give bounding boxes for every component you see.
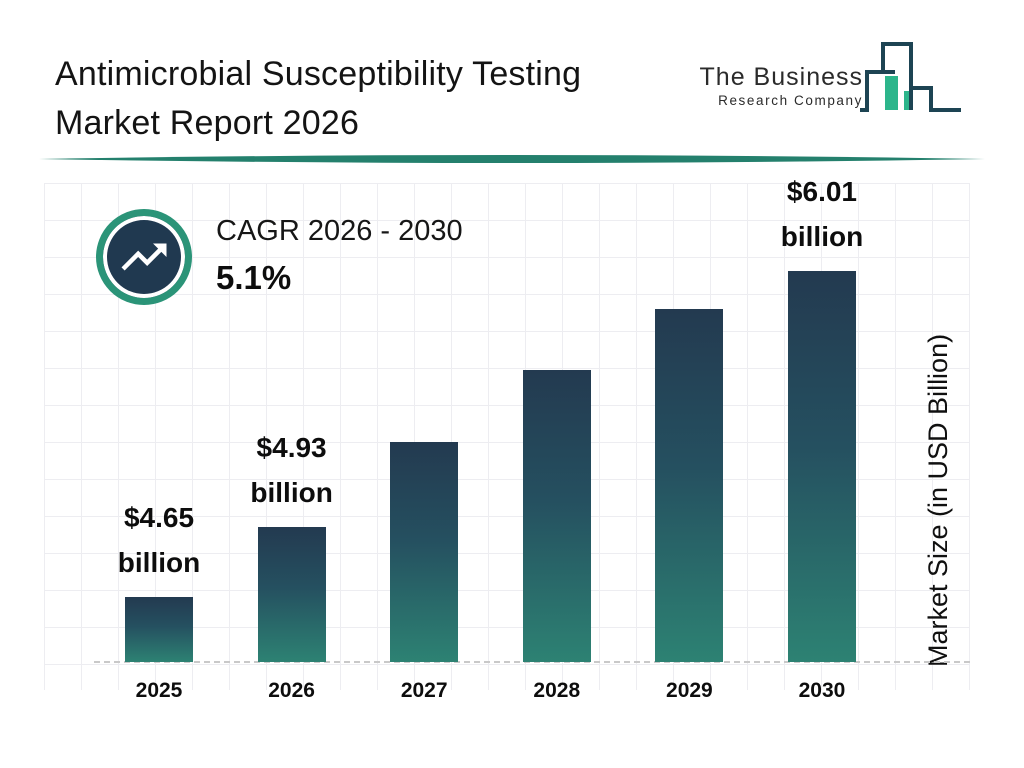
bar-2030 — [787, 271, 856, 662]
trending-up-icon — [96, 209, 192, 305]
page-title-line2: Market Report 2026 — [55, 104, 360, 142]
company-logo: The Business Research Company — [700, 36, 964, 116]
bar-2027 — [390, 442, 459, 662]
cagr-callout: CAGR 2026 - 2030 5.1% — [96, 209, 463, 305]
bar-column-2028: 2028 — [522, 183, 591, 702]
divider-lens — [39, 155, 985, 163]
bars-container: $4.65 billion 2025 $4.93 billion 2026 2027 2028… — [118, 176, 863, 702]
bar-value-label-2030: $6.01 billion — [780, 176, 864, 252]
bar-2028 — [522, 370, 591, 662]
cagr-value: 5.1% — [216, 259, 292, 296]
bar-2025 — [125, 597, 193, 662]
bar-column-2026: $4.93 billion 2026 — [250, 183, 332, 702]
bar-column-2029: 2029 — [655, 183, 724, 702]
x-tick-label-2027: 2027 — [400, 679, 448, 702]
bar-2029 — [655, 309, 724, 662]
bar-value-label-2026: $4.93 billion — [250, 432, 333, 508]
buildings-bar-logo-icon — [860, 42, 961, 112]
x-tick-label-2028: 2028 — [533, 679, 581, 702]
cagr-label: CAGR 2026 - 2030 — [216, 215, 463, 247]
x-tick-label-2030: 2030 — [798, 679, 846, 702]
x-tick-label-2025: 2025 — [135, 679, 183, 702]
x-tick-label-2026: 2026 — [268, 679, 315, 702]
page-title: Antimicrobial Susceptibility Testing Mar… — [55, 50, 581, 148]
x-axis-baseline — [94, 661, 970, 663]
company-logo-text: The Business Research Company — [700, 63, 863, 108]
bar-chart: CAGR 2026 - 2030 5.1% Market Size (in US… — [44, 176, 970, 702]
cagr-text: CAGR 2026 - 2030 5.1% — [216, 209, 463, 297]
bar-column-2027: 2027 — [390, 183, 459, 702]
y-axis-label: Market Size (in USD Billion) — [923, 333, 953, 668]
bar-value-label-2025: $4.65 billion — [117, 502, 201, 578]
company-name: The Business — [699, 63, 863, 91]
bar-2026 — [257, 527, 326, 662]
page-title-line1: Antimicrobial Susceptibility Testing — [55, 55, 582, 93]
company-name-sub: Research Company — [718, 93, 863, 108]
x-tick-label-2029: 2029 — [666, 679, 713, 702]
bar-column-2030: $6.01 billion 2030 — [781, 176, 863, 702]
bar-column-2025: $4.65 billion 2025 — [118, 183, 200, 702]
